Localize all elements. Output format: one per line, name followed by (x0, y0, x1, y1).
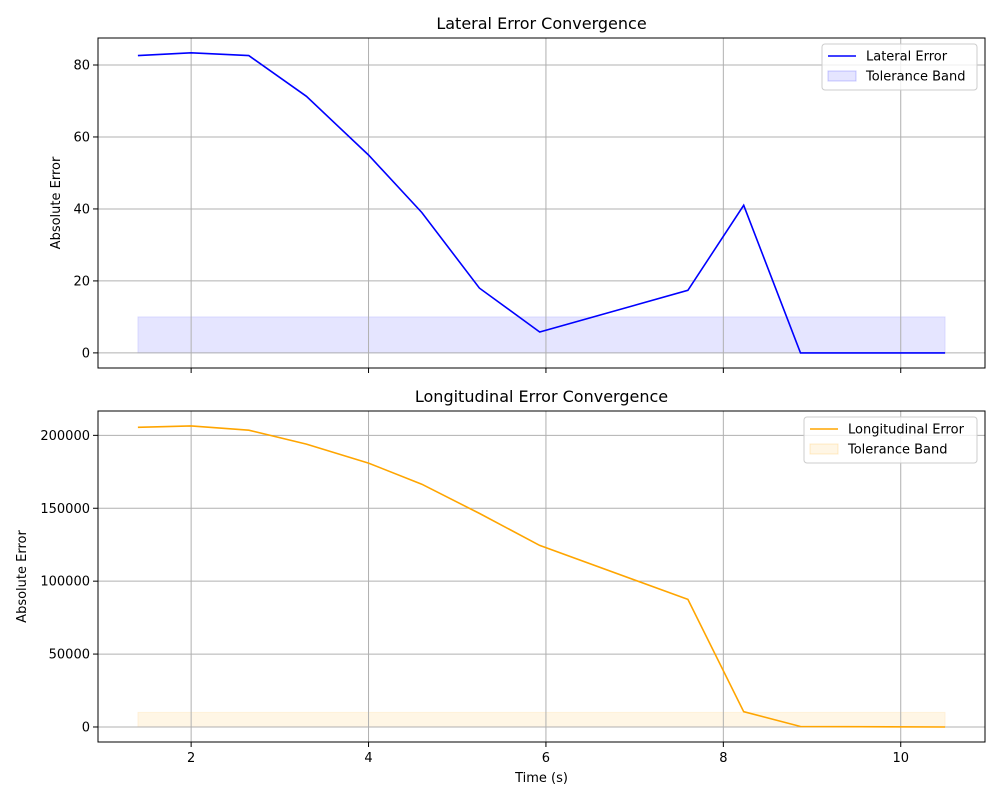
y-tick-label: 100000 (40, 575, 90, 590)
chart-title: Lateral Error Convergence (436, 14, 646, 33)
series-line (137, 425, 946, 728)
legend-band-swatch (809, 443, 839, 455)
lateral-error-panel: 0 20 40 60 80 Lateral Error Convergence Absolu… (49, 14, 986, 373)
legend-band-swatch (827, 70, 857, 82)
y-tick-label: 150000 (40, 502, 90, 517)
y-tick-label: 50000 (49, 648, 90, 663)
legend-entry: Longitudinal Error (848, 423, 965, 438)
x-tick-label: 2 (187, 751, 195, 766)
axes-frame (97, 37, 986, 369)
y-tick-label: 0 (82, 346, 90, 361)
series-line (137, 51, 946, 354)
legend-entry: Tolerance Band (865, 70, 966, 85)
y-tick-label: 200000 (40, 429, 90, 444)
axes-frame (97, 410, 986, 743)
legend-box (821, 43, 978, 91)
y-tick-label: 40 (73, 202, 90, 217)
y-tick-label: 80 (73, 58, 90, 73)
legend: Longitudinal Error Tolerance Band (803, 416, 978, 464)
tolerance-band (137, 316, 946, 354)
y-axis-label: Absolute Error (49, 156, 64, 249)
legend-box (803, 416, 978, 464)
x-tick-label: 10 (892, 751, 909, 766)
legend: Lateral Error Tolerance Band (821, 43, 978, 91)
chart-title: Longitudinal Error Convergence (415, 387, 668, 406)
y-tick-label: 0 (82, 720, 90, 735)
tolerance-band (137, 711, 946, 728)
x-tick-label: 8 (719, 751, 727, 766)
legend-entry: Lateral Error (866, 50, 948, 65)
y-tick-label: 20 (73, 274, 90, 289)
x-axis-label: Time (s) (514, 771, 568, 786)
legend-entry: Tolerance Band (847, 443, 948, 458)
x-tick-label: 4 (364, 751, 372, 766)
y-axis-label: Absolute Error (15, 530, 30, 623)
y-tick-label: 60 (73, 130, 90, 145)
longitudinal-error-panel: 2 4 6 8 10 0 50000 100000 150000 200000 Longitudin… (15, 387, 986, 786)
x-tick-label: 6 (542, 751, 550, 766)
